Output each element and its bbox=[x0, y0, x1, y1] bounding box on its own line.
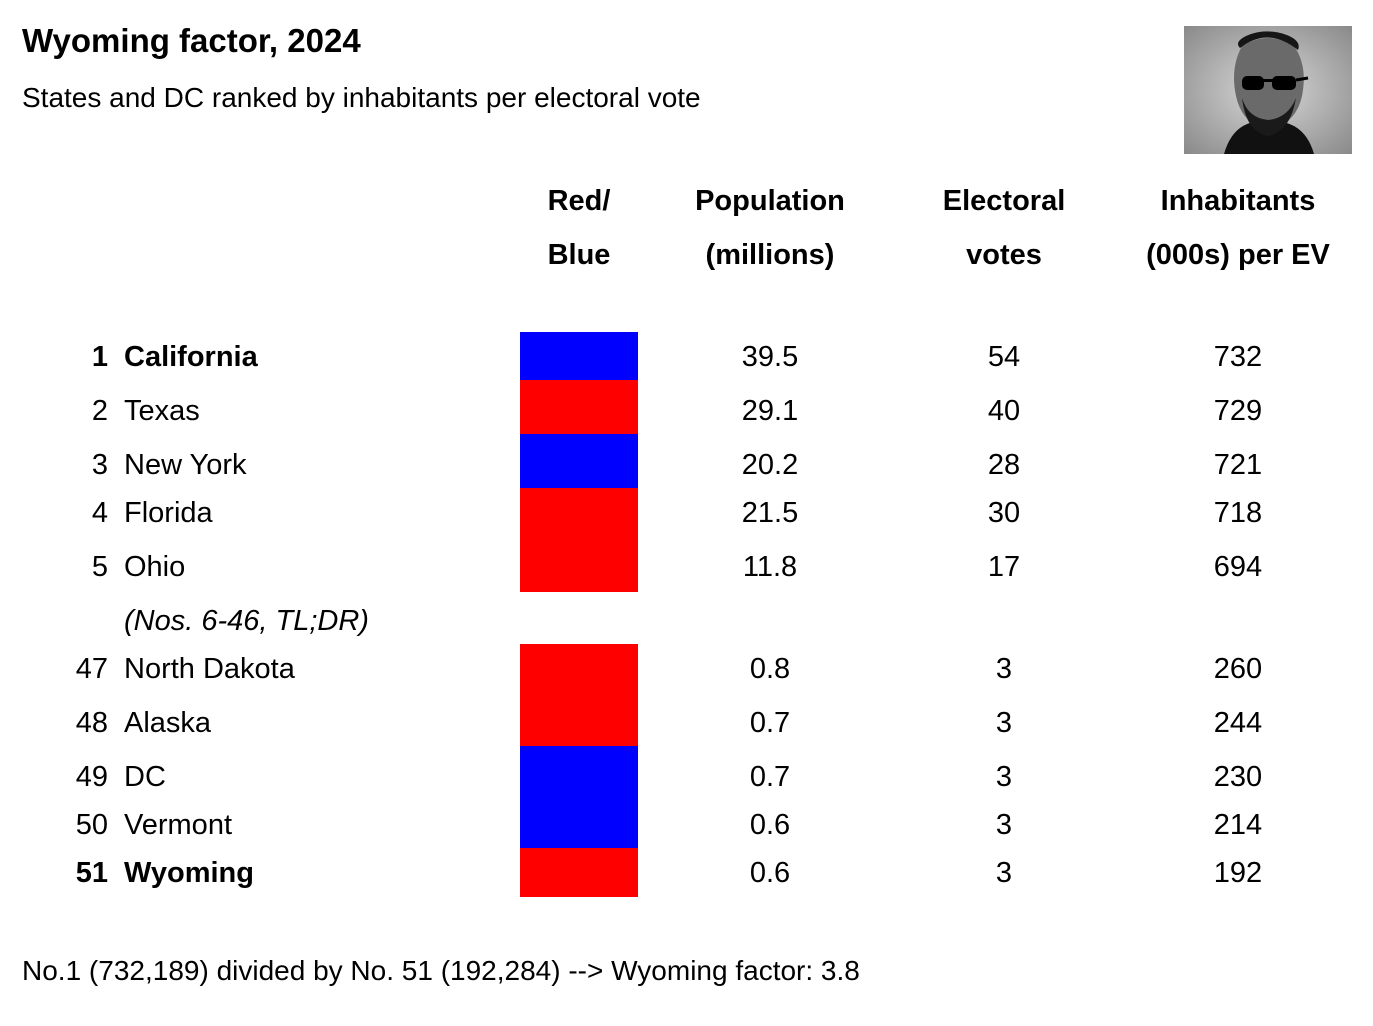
row-inhabitants-per-ev: 718 bbox=[1213, 497, 1263, 529]
row-rank: 48 bbox=[75, 707, 108, 739]
row-state-name: Texas bbox=[124, 395, 200, 427]
header-red-blue-line2: Blue bbox=[547, 239, 611, 271]
row-inhabitants-per-ev: 260 bbox=[1213, 653, 1263, 685]
lincoln-sunglasses-portrait-icon bbox=[1184, 26, 1352, 154]
row-state-name: New York bbox=[124, 449, 247, 481]
row-electoral-votes: 3 bbox=[995, 809, 1013, 841]
footer-note: No.1 (732,189) divided by No. 51 (192,28… bbox=[22, 955, 860, 986]
gap-note: (Nos. 6-46, TL;DR) bbox=[124, 605, 369, 637]
row-state-name: DC bbox=[124, 761, 166, 793]
row-population: 21.5 bbox=[741, 497, 799, 529]
header-per-ev-line1: Inhabitants bbox=[1160, 185, 1316, 217]
row-inhabitants-per-ev: 694 bbox=[1213, 551, 1263, 583]
row-state-name: California bbox=[124, 341, 258, 373]
row-inhabitants-per-ev: 214 bbox=[1213, 809, 1263, 841]
party-swatch-blue bbox=[520, 800, 638, 848]
row-population: 39.5 bbox=[741, 341, 799, 373]
row-state-name: Vermont bbox=[124, 809, 232, 841]
row-state-name: Wyoming bbox=[124, 857, 254, 889]
row-population: 0.7 bbox=[749, 761, 791, 793]
row-electoral-votes: 3 bbox=[995, 707, 1013, 739]
header-red-blue: Red/ Blue bbox=[520, 174, 638, 282]
row-state-name: Ohio bbox=[124, 551, 186, 583]
row-inhabitants-per-ev: 244 bbox=[1213, 707, 1263, 739]
row-rank: 1 bbox=[91, 341, 108, 373]
row-electoral-votes: 3 bbox=[995, 857, 1013, 889]
row-rank: 4 bbox=[91, 497, 108, 529]
chart-subtitle: States and DC ranked by inhabitants per … bbox=[22, 82, 701, 113]
row-population: 0.6 bbox=[749, 809, 791, 841]
row-rank: 2 bbox=[91, 395, 108, 427]
row-rank: 49 bbox=[75, 761, 108, 793]
row-population: 20.2 bbox=[741, 449, 799, 481]
row-electoral-votes: 30 bbox=[987, 497, 1021, 529]
chart-title: Wyoming factor, 2024 bbox=[22, 22, 361, 59]
row-inhabitants-per-ev: 192 bbox=[1213, 857, 1263, 889]
row-electoral-votes: 54 bbox=[987, 341, 1021, 373]
row-rank: 5 bbox=[91, 551, 108, 583]
header-population-line1: Population bbox=[695, 185, 845, 217]
row-electoral-votes: 3 bbox=[995, 653, 1013, 685]
party-swatch-red bbox=[520, 543, 638, 592]
row-state-name: North Dakota bbox=[124, 653, 295, 685]
party-swatch-red bbox=[520, 698, 638, 746]
header-votes-line1: Electoral bbox=[942, 185, 1066, 217]
row-rank: 50 bbox=[75, 809, 108, 841]
row-rank: 51 bbox=[75, 857, 108, 889]
row-population: 0.6 bbox=[749, 857, 791, 889]
row-inhabitants-per-ev: 732 bbox=[1213, 341, 1263, 373]
row-inhabitants-per-ev: 729 bbox=[1213, 395, 1263, 427]
party-swatch-red bbox=[520, 380, 638, 434]
header-per-ev-line2: (000s) per EV bbox=[1146, 239, 1330, 271]
row-electoral-votes: 28 bbox=[987, 449, 1021, 481]
party-swatch-blue bbox=[520, 332, 638, 380]
row-inhabitants-per-ev: 230 bbox=[1213, 761, 1263, 793]
row-rank: 47 bbox=[75, 653, 108, 685]
header-population-line2: (millions) bbox=[705, 239, 835, 271]
row-population: 11.8 bbox=[742, 551, 798, 583]
party-swatch-blue bbox=[520, 434, 638, 488]
party-swatch-red bbox=[520, 848, 638, 897]
header-electoral-votes: Electoral votes bbox=[894, 174, 1114, 282]
row-population: 0.8 bbox=[749, 653, 791, 685]
header-population: Population (millions) bbox=[660, 174, 880, 282]
row-electoral-votes: 17 bbox=[987, 551, 1021, 583]
party-swatch-red bbox=[520, 644, 638, 698]
header-red-blue-line1: Red/ bbox=[547, 185, 611, 217]
row-rank: 3 bbox=[91, 449, 108, 481]
row-state-name: Alaska bbox=[124, 707, 212, 739]
party-swatch-red bbox=[520, 488, 638, 543]
row-population: 29.1 bbox=[741, 395, 799, 427]
header-votes-line2: votes bbox=[966, 239, 1042, 271]
row-state-name: Florida bbox=[124, 497, 213, 529]
header-inhabitants-per-ev: Inhabitants (000s) per EV bbox=[1118, 174, 1358, 282]
party-swatch-blue bbox=[520, 746, 638, 800]
row-population: 0.7 bbox=[749, 707, 791, 739]
row-electoral-votes: 40 bbox=[987, 395, 1021, 427]
row-inhabitants-per-ev: 721 bbox=[1213, 449, 1263, 481]
row-electoral-votes: 3 bbox=[995, 761, 1013, 793]
